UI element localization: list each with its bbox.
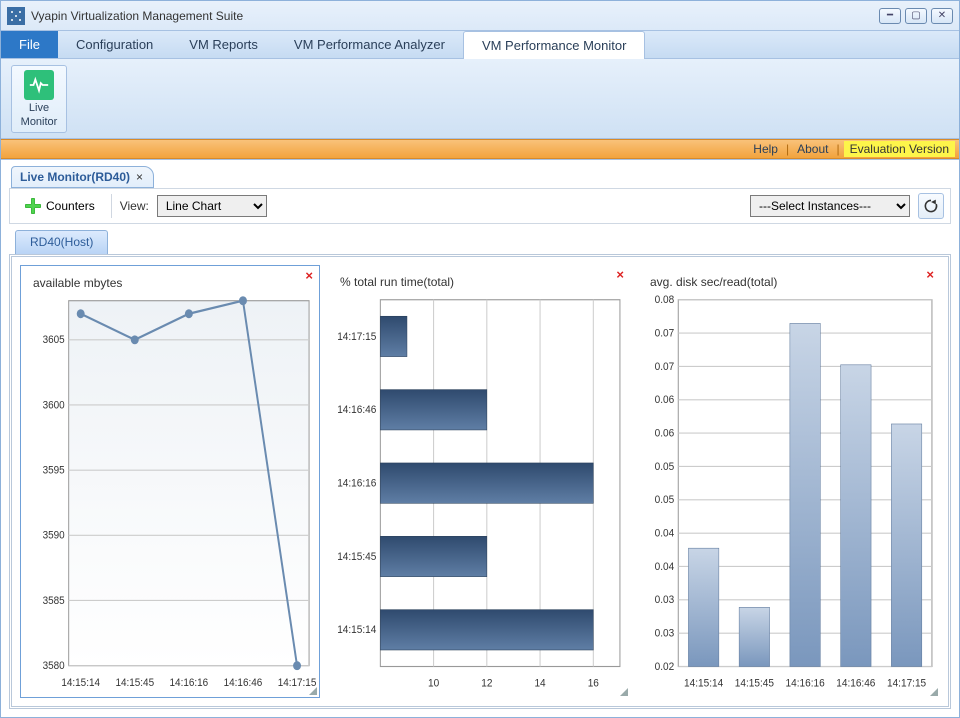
resize-grip[interactable] [928, 686, 938, 696]
document-tab[interactable]: Live Monitor(RD40) × [11, 166, 154, 188]
svg-text:0.05: 0.05 [655, 460, 675, 473]
ribbon: Live Monitor [1, 59, 959, 139]
svg-text:3605: 3605 [43, 334, 65, 347]
toolbar-divider [111, 194, 112, 218]
svg-text:14:15:45: 14:15:45 [337, 550, 376, 563]
svg-text:3590: 3590 [43, 529, 65, 542]
svg-text:14:16:46: 14:16:46 [836, 677, 875, 690]
document-tab-close-icon[interactable]: × [136, 170, 143, 184]
window-title: Vyapin Virtualization Management Suite [31, 9, 879, 23]
svg-text:0.06: 0.06 [655, 394, 675, 407]
evaluation-badge: Evaluation Version [844, 141, 955, 157]
refresh-icon [923, 198, 939, 214]
svg-text:0.04: 0.04 [655, 560, 675, 573]
live-monitor-label-1: Live [29, 102, 49, 114]
chart-body: 3580 3585 3590 3595 3600 3605 14:15:14 14:15:45… [21, 294, 319, 697]
document-area: Live Monitor(RD40) × Counters View: Line… [1, 159, 959, 717]
strip-separator: | [786, 142, 789, 156]
charts-panel: × available mbytes 358035853590359536003… [9, 254, 951, 709]
minimize-button[interactable]: ━ [879, 8, 901, 24]
view-select[interactable]: Line Chart [157, 195, 267, 217]
svg-text:14:16:46: 14:16:46 [224, 676, 263, 689]
line-chart-svg: 3580 3585 3590 3595 3600 3605 14:15:14 14:15:45… [21, 294, 319, 697]
strip-separator: | [836, 142, 839, 156]
svg-text:14:16:16: 14:16:16 [337, 477, 376, 490]
svg-text:3600: 3600 [43, 399, 65, 412]
instance-select[interactable]: ---Select Instances--- [750, 195, 910, 217]
svg-text:14:16:46: 14:16:46 [337, 404, 376, 417]
info-strip: Help | About | Evaluation Version [1, 139, 959, 159]
svg-text:3585: 3585 [43, 594, 65, 607]
about-link[interactable]: About [793, 142, 832, 156]
menubar: File Configuration VM Reports VM Perform… [1, 31, 959, 59]
svg-text:3580: 3580 [43, 659, 65, 672]
chart-total-run-time: × % total run time(total) 10 12 14 16 14:17:… [328, 265, 630, 698]
titlebar: Vyapin Virtualization Management Suite ━… [1, 1, 959, 31]
window-controls: ━ ▢ ✕ [879, 8, 953, 24]
counters-label: Counters [46, 199, 95, 213]
svg-text:0.05: 0.05 [655, 494, 675, 507]
svg-text:0.02: 0.02 [655, 660, 675, 673]
resize-grip[interactable] [618, 686, 628, 696]
live-monitor-label-2: Monitor [21, 116, 58, 128]
svg-text:0.03: 0.03 [655, 594, 675, 607]
svg-text:16: 16 [588, 677, 599, 690]
chart-close-icon[interactable]: × [305, 268, 313, 283]
svg-text:0.08: 0.08 [655, 294, 675, 307]
svg-text:14:15:14: 14:15:14 [337, 624, 376, 637]
hbar-chart-svg: 10 12 14 16 14:17:15 14:16:46 14:16:16 14:15:45… [328, 293, 630, 698]
svg-text:14:15:14: 14:15:14 [61, 676, 100, 689]
document-tab-label: Live Monitor(RD40) [20, 170, 130, 184]
chart-title: % total run time(total) [328, 265, 630, 293]
heartbeat-icon [24, 70, 54, 100]
svg-text:0.07: 0.07 [655, 360, 675, 373]
svg-text:14:16:16: 14:16:16 [786, 677, 825, 690]
help-link[interactable]: Help [749, 142, 782, 156]
plus-icon [24, 197, 42, 215]
host-tab[interactable]: RD40(Host) [15, 230, 108, 254]
live-monitor-button[interactable]: Live Monitor [11, 65, 67, 133]
toolbar: Counters View: Line Chart ---Select Inst… [9, 188, 951, 224]
app-icon [7, 7, 25, 25]
view-label: View: [120, 199, 149, 213]
svg-text:14:15:45: 14:15:45 [735, 677, 774, 690]
svg-text:14:17:15: 14:17:15 [337, 330, 376, 343]
tab-configuration[interactable]: Configuration [58, 31, 171, 58]
maximize-button[interactable]: ▢ [905, 8, 927, 24]
svg-text:0.06: 0.06 [655, 427, 675, 440]
svg-text:10: 10 [428, 677, 439, 690]
svg-text:0.03: 0.03 [655, 627, 675, 640]
chart-title: avg. disk sec/read(total) [638, 265, 940, 293]
svg-text:14:16:16: 14:16:16 [170, 676, 209, 689]
svg-text:14:15:45: 14:15:45 [115, 676, 154, 689]
svg-text:0.04: 0.04 [655, 527, 675, 540]
bar-chart-svg: 0.02 0.03 0.03 0.04 0.04 0.05 0.05 0.06 0.06 0.07… [638, 293, 940, 698]
inner-wrap: RD40(Host) × available mbytes 3580358535… [9, 230, 951, 709]
chart-close-icon[interactable]: × [926, 267, 934, 282]
tab-vm-performance-monitor[interactable]: VM Performance Monitor [463, 31, 646, 59]
chart-close-icon[interactable]: × [616, 267, 624, 282]
svg-text:3595: 3595 [43, 464, 65, 477]
tab-vm-reports[interactable]: VM Reports [171, 31, 276, 58]
chart-body: 0.02 0.03 0.03 0.04 0.04 0.05 0.05 0.06 0.06 0.07… [638, 293, 940, 698]
svg-text:12: 12 [481, 677, 492, 690]
chart-title: available mbytes [21, 266, 319, 294]
chart-available-mbytes: × available mbytes 358035853590359536003… [20, 265, 320, 698]
tab-vm-performance-analyzer[interactable]: VM Performance Analyzer [276, 31, 463, 58]
refresh-button[interactable] [918, 193, 944, 219]
file-menu[interactable]: File [1, 31, 58, 58]
svg-text:0.07: 0.07 [655, 327, 675, 340]
svg-text:14: 14 [534, 677, 545, 690]
chart-disk-sec-read: × avg. disk sec/read(total) 0.02 0.03 0.03… [638, 265, 940, 698]
close-button[interactable]: ✕ [931, 8, 953, 24]
svg-text:14:15:14: 14:15:14 [684, 677, 723, 690]
app-window: Vyapin Virtualization Management Suite ━… [0, 0, 960, 718]
chart-body: 10 12 14 16 14:17:15 14:16:46 14:16:16 14:15:45… [328, 293, 630, 698]
counters-button[interactable]: Counters [16, 192, 103, 220]
resize-grip[interactable] [307, 685, 317, 695]
svg-text:14:17:15: 14:17:15 [887, 677, 926, 690]
